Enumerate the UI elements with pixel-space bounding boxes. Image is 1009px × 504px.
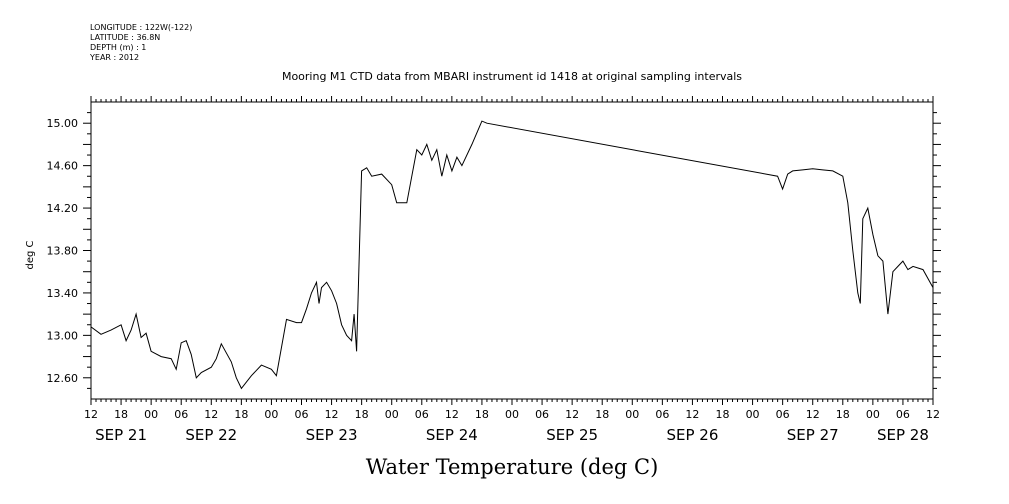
meta-longitude: LONGITUDE : 122W(-122): [90, 23, 192, 32]
x-tick-label: 12: [926, 408, 940, 421]
x-tick-label: 12: [445, 408, 459, 421]
x-day-label: SEP 27: [787, 426, 839, 444]
x-tick-label: 00: [625, 408, 639, 421]
y-tick-label: 14.60: [47, 160, 79, 173]
y-tick-label: 12.60: [47, 372, 79, 385]
x-tick-label: 12: [685, 408, 699, 421]
x-tick-label: 00: [385, 408, 399, 421]
x-tick-label: 12: [325, 408, 339, 421]
x-axis-label: Water Temperature (deg C): [366, 455, 659, 479]
x-tick-label: 06: [174, 408, 188, 421]
x-tick-label: 18: [114, 408, 128, 421]
meta-year: YEAR : 2012: [89, 53, 139, 62]
meta-depth: DEPTH (m) : 1: [90, 43, 146, 52]
x-tick-label: 18: [234, 408, 248, 421]
series-group: [90, 120, 934, 390]
x-tick-label: 18: [716, 408, 730, 421]
axes-group: 15.00 14.60 14.20 13.80 13.40 13.00 12.60 12 18 0…: [47, 96, 941, 444]
x-tick-label: 00: [866, 408, 880, 421]
x-tick-label: 00: [746, 408, 760, 421]
x-day-label: SEP 22: [185, 426, 237, 444]
meta-latitude: LATITUDE : 36.8N: [90, 33, 160, 42]
x-tick-label: 12: [204, 408, 218, 421]
x-tick-label: 18: [355, 408, 369, 421]
x-tick-label: 12: [565, 408, 579, 421]
y-tick-label: 13.00: [47, 329, 79, 342]
x-tick-label: 12: [84, 408, 98, 421]
x-tick-label: 12: [806, 408, 820, 421]
x-tick-label: 00: [264, 408, 278, 421]
x-tick-label: 06: [896, 408, 910, 421]
series-line-0: [90, 120, 934, 390]
y-tick-label: 14.20: [47, 202, 79, 215]
x-tick-label: 00: [144, 408, 158, 421]
x-tick-label: 06: [295, 408, 309, 421]
x-tick-label: 18: [595, 408, 609, 421]
x-tick-label: 06: [535, 408, 549, 421]
x-tick-label: 00: [505, 408, 519, 421]
x-day-label: SEP 21: [95, 426, 147, 444]
x-tick-label: 18: [475, 408, 489, 421]
x-day-label: SEP 26: [666, 426, 718, 444]
x-tick-label: 06: [655, 408, 669, 421]
y-tick-label: 13.40: [47, 287, 79, 300]
x-day-label: SEP 24: [426, 426, 478, 444]
x-day-label: SEP 25: [546, 426, 598, 444]
y-axis-label: deg C: [25, 240, 36, 269]
chart-title: Mooring M1 CTD data from MBARI instrumen…: [282, 70, 742, 83]
x-day-label: SEP 23: [306, 426, 358, 444]
y-tick-label: 15.00: [47, 117, 79, 130]
x-day-label: SEP 28: [877, 426, 929, 444]
x-tick-label: 18: [836, 408, 850, 421]
y-tick-label: 13.80: [47, 245, 79, 258]
x-tick-label: 06: [776, 408, 790, 421]
x-tick-label: 06: [415, 408, 429, 421]
